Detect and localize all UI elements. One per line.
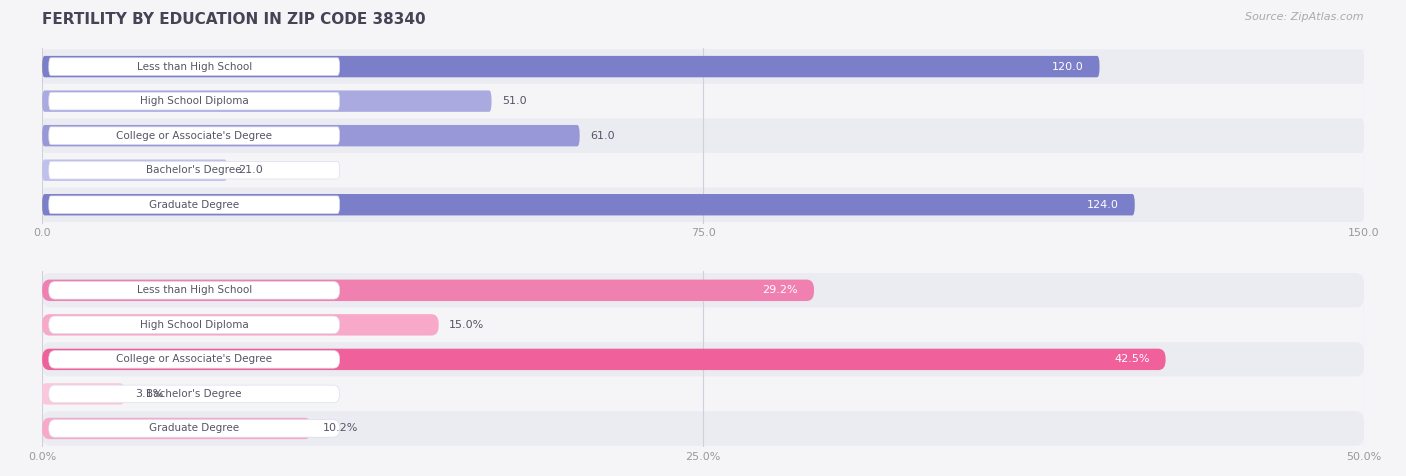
Text: FERTILITY BY EDUCATION IN ZIP CODE 38340: FERTILITY BY EDUCATION IN ZIP CODE 38340 (42, 12, 426, 27)
Text: 3.1%: 3.1% (135, 389, 163, 399)
FancyBboxPatch shape (42, 50, 1364, 84)
Text: 51.0: 51.0 (502, 96, 527, 106)
FancyBboxPatch shape (42, 84, 1364, 119)
Text: 42.5%: 42.5% (1114, 354, 1150, 365)
Text: 10.2%: 10.2% (322, 424, 357, 434)
Text: Graduate Degree: Graduate Degree (149, 200, 239, 210)
FancyBboxPatch shape (42, 307, 1364, 342)
Text: Less than High School: Less than High School (136, 285, 252, 295)
Text: College or Associate's Degree: College or Associate's Degree (117, 354, 273, 365)
FancyBboxPatch shape (42, 153, 1364, 188)
Text: Graduate Degree: Graduate Degree (149, 424, 239, 434)
FancyBboxPatch shape (49, 58, 340, 75)
Text: 61.0: 61.0 (591, 130, 614, 141)
Text: High School Diploma: High School Diploma (139, 96, 249, 106)
FancyBboxPatch shape (42, 342, 1364, 377)
FancyBboxPatch shape (42, 125, 579, 146)
FancyBboxPatch shape (42, 349, 1166, 370)
FancyBboxPatch shape (49, 161, 340, 179)
Text: College or Associate's Degree: College or Associate's Degree (117, 130, 273, 141)
FancyBboxPatch shape (49, 281, 340, 299)
Text: 124.0: 124.0 (1087, 200, 1119, 210)
Text: 120.0: 120.0 (1052, 61, 1084, 71)
FancyBboxPatch shape (42, 159, 228, 181)
FancyBboxPatch shape (49, 316, 340, 334)
FancyBboxPatch shape (42, 279, 814, 301)
FancyBboxPatch shape (49, 127, 340, 144)
FancyBboxPatch shape (49, 420, 340, 437)
Text: 15.0%: 15.0% (450, 320, 485, 330)
Text: Less than High School: Less than High School (136, 61, 252, 71)
Text: High School Diploma: High School Diploma (139, 320, 249, 330)
Text: 21.0: 21.0 (238, 165, 263, 175)
FancyBboxPatch shape (42, 273, 1364, 307)
FancyBboxPatch shape (42, 411, 1364, 446)
FancyBboxPatch shape (42, 188, 1364, 222)
FancyBboxPatch shape (49, 351, 340, 368)
Text: Source: ZipAtlas.com: Source: ZipAtlas.com (1246, 12, 1364, 22)
FancyBboxPatch shape (42, 194, 1135, 216)
FancyBboxPatch shape (42, 56, 1099, 77)
FancyBboxPatch shape (42, 377, 1364, 411)
FancyBboxPatch shape (49, 92, 340, 110)
FancyBboxPatch shape (49, 196, 340, 214)
FancyBboxPatch shape (42, 90, 492, 112)
FancyBboxPatch shape (42, 314, 439, 336)
FancyBboxPatch shape (42, 383, 124, 405)
Text: Bachelor's Degree: Bachelor's Degree (146, 389, 242, 399)
FancyBboxPatch shape (49, 385, 340, 403)
Text: 29.2%: 29.2% (762, 285, 799, 295)
FancyBboxPatch shape (42, 418, 312, 439)
FancyBboxPatch shape (42, 119, 1364, 153)
Text: Bachelor's Degree: Bachelor's Degree (146, 165, 242, 175)
